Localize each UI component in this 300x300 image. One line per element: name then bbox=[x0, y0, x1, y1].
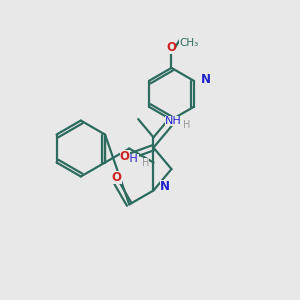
Text: O: O bbox=[167, 41, 176, 54]
Text: O: O bbox=[119, 150, 130, 163]
Text: NH: NH bbox=[165, 116, 181, 126]
Text: H: H bbox=[183, 120, 190, 130]
Text: NH: NH bbox=[122, 154, 139, 164]
Text: N: N bbox=[200, 73, 210, 86]
Text: O: O bbox=[112, 171, 122, 184]
Text: N: N bbox=[160, 181, 170, 194]
Text: CH₃: CH₃ bbox=[179, 38, 198, 48]
Text: H: H bbox=[142, 158, 149, 168]
